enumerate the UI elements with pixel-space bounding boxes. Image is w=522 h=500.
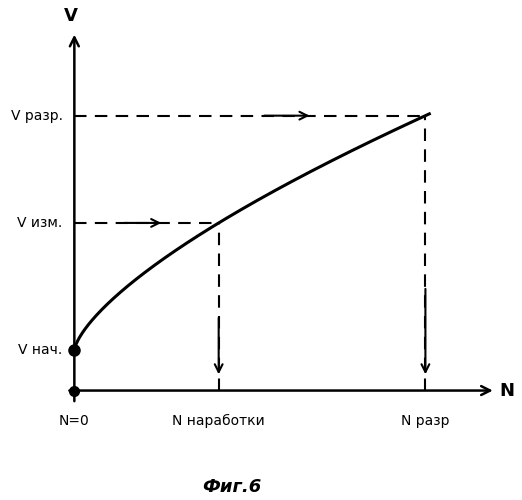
Text: V нач.: V нач. — [18, 344, 63, 357]
Text: N: N — [500, 382, 515, 400]
Text: V изм.: V изм. — [17, 216, 63, 230]
Text: V разр.: V разр. — [10, 108, 63, 122]
Text: N=0: N=0 — [59, 414, 90, 428]
Text: Фиг.6: Фиг.6 — [203, 478, 262, 496]
Text: N наработки: N наработки — [172, 414, 265, 428]
Text: N разр: N разр — [401, 414, 449, 428]
Text: V: V — [64, 7, 77, 25]
